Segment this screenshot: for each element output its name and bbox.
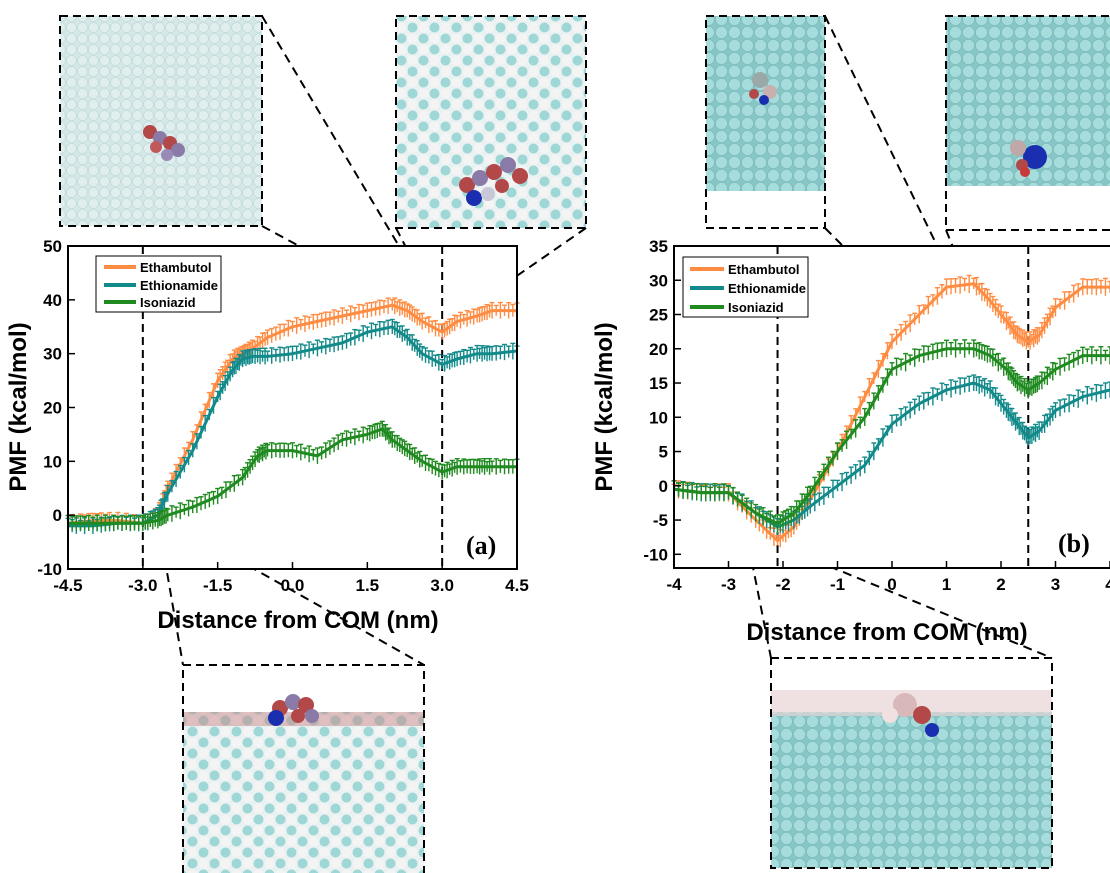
legend-b: Ethambutol Ethionamide Isoniazid [682, 256, 809, 318]
y-axis-title-a: PMF (kcal/mol) [5, 322, 32, 491]
x-axis-title-b: Distance from COM (nm) [746, 619, 1027, 646]
x-tick-label: 3 [1051, 575, 1060, 594]
legend-a: Ethambutol Ethionamide Isoniazid [95, 255, 222, 313]
legend-label-ethambutol: Ethambutol [728, 262, 800, 277]
series-line-isoniazid [673, 347, 1110, 525]
y-tick-label: 10 [649, 408, 668, 427]
legend-label-ethionamide: Ethionamide [140, 278, 218, 293]
legend-label-ethambutol: Ethambutol [140, 260, 212, 275]
y-tick-label: 10 [43, 452, 62, 471]
inset-b-left [705, 15, 826, 229]
insets [59, 15, 1110, 873]
series-line-ethambutol [673, 282, 1110, 543]
y-tick-label: 40 [43, 291, 62, 310]
y-tick-label: 20 [43, 399, 62, 418]
drug-molecule [749, 72, 777, 105]
drug-molecule [459, 157, 528, 206]
y-tick-label: 50 [43, 237, 62, 256]
y-tick-label: 30 [649, 271, 668, 290]
x-tick-label: -2 [775, 575, 790, 594]
y-tick-label: -5 [653, 511, 668, 530]
x-tick-label: -1.5 [203, 576, 232, 595]
x-tick-label: -3 [721, 575, 736, 594]
x-tick-label: 1.5 [356, 576, 380, 595]
y-tick-label: -10 [37, 560, 62, 579]
y-tick-label: -10 [643, 545, 668, 564]
x-tick-label: 0 [887, 575, 896, 594]
series-group-b [671, 274, 1110, 548]
legend-label-isoniazid: Isoniazid [140, 295, 196, 310]
series-isoniazid [671, 339, 1110, 533]
x-tick-label: 4 [1105, 575, 1110, 594]
y-tick-label: 5 [659, 443, 668, 462]
x-tick-label: 4.5 [505, 576, 529, 595]
legend-label-isoniazid: Isoniazid [728, 300, 784, 315]
x-tick-label: 0.0 [281, 576, 305, 595]
series-group-a [65, 297, 520, 535]
drug-molecule [882, 693, 939, 737]
y-tick-label: 0 [53, 506, 62, 525]
y-tick-label: 20 [649, 340, 668, 359]
panel-label-b: (b) [1058, 529, 1090, 558]
panel-label-a: (a) [466, 531, 496, 560]
x-tick-label: 1 [942, 575, 951, 594]
y-tick-label: 30 [43, 345, 62, 364]
y-tick-label: 25 [649, 306, 668, 325]
y-tick-label: 0 [659, 477, 668, 496]
legend-label-ethionamide: Ethionamide [728, 281, 806, 296]
series-isoniazid [65, 420, 520, 532]
y-axis-title-b: PMF (kcal/mol) [591, 322, 618, 491]
inset-b-bottom [770, 657, 1053, 869]
x-tick-label: -3.0 [128, 576, 157, 595]
x-tick-label: -4.5 [53, 576, 82, 595]
y-tick-label: 15 [649, 374, 668, 393]
drug-molecule [1010, 140, 1047, 177]
inset-a-right [395, 15, 587, 229]
y-tick-label: 35 [649, 237, 668, 256]
x-tick-label: 3.0 [430, 576, 454, 595]
x-tick-label: -4 [666, 575, 682, 594]
drug-molecule [143, 125, 185, 161]
inset-a-bottom [182, 664, 425, 873]
series-line-isoniazid [68, 427, 517, 525]
x-tick-label: -1 [830, 575, 845, 594]
x-axis-title-a: Distance from COM (nm) [157, 607, 438, 634]
inset-a-left [59, 15, 263, 227]
x-tick-label: 2 [996, 575, 1005, 594]
ticks-a: -4.5 -3.0 -1.5 0.0 1.5 3.0 4.5 -10 0 10 20 30 40 50 [37, 237, 528, 595]
drug-molecule [268, 694, 319, 726]
panel-a: -4.5 -3.0 -1.5 0.0 1.5 3.0 4.5 -10 0 10 20 30 40 50 E… [5, 237, 529, 634]
inset-b-right [945, 15, 1110, 231]
